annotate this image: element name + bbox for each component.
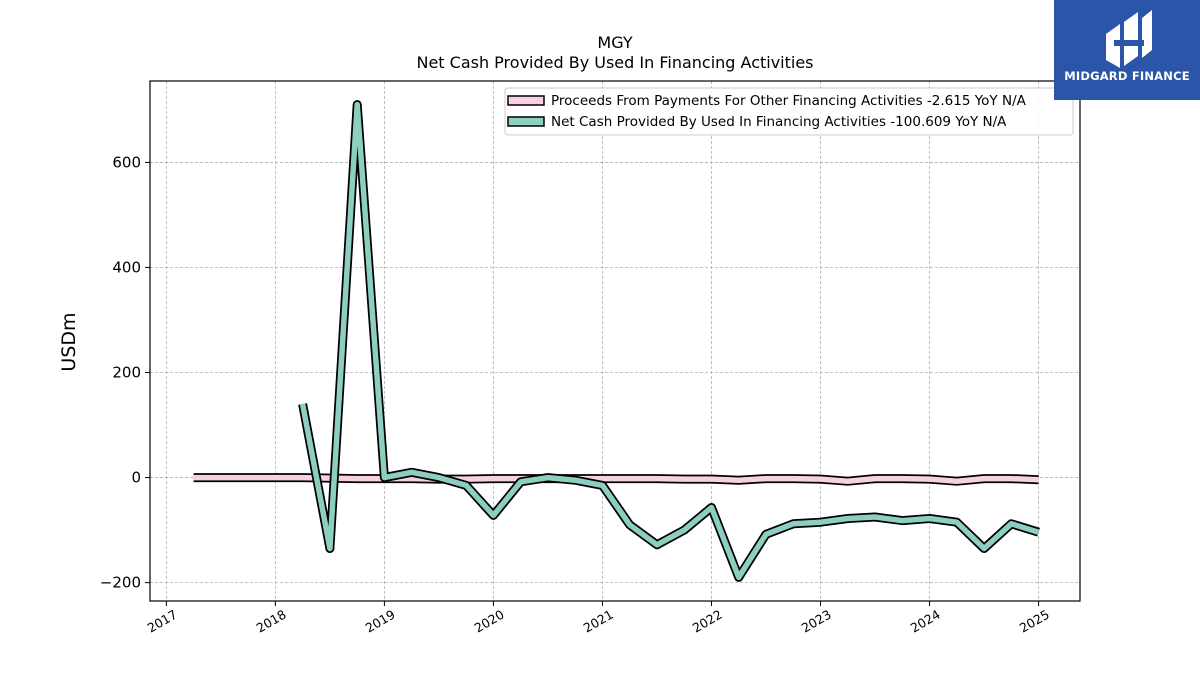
x-tick-label: 2023 [799,607,834,636]
logo-mark-icon [1106,10,1152,68]
x-tick-label: 2020 [472,607,507,636]
plot-frame [149,80,1081,602]
plot-series [193,100,1040,582]
x-tick-label: 2022 [690,607,725,636]
legend-label: Net Cash Provided By Used In Financing A… [551,114,1007,130]
x-tick-label: 2024 [908,607,943,636]
series-1-outline [298,100,1040,582]
brand-logo: MIDGARD FINANCE [1054,0,1200,100]
y-tick-label: 200 [112,364,141,382]
y-tick-label: 0 [131,469,141,487]
brand-name: MIDGARD FINANCE [1064,69,1190,83]
legend-label: Proceeds From Payments For Other Financi… [551,93,1027,109]
legend-box [504,87,1074,136]
chart-subtitle: Net Cash Provided By Used In Financing A… [416,53,813,72]
y-axis-label: USDm [58,312,80,371]
y-tick-label: 600 [112,153,141,171]
legend: Proceeds From Payments For Other Financi… [504,87,1074,136]
x-tick-label: 2021 [581,607,616,636]
y-tick-label: −200 [100,574,141,592]
x-tick-label: 2025 [1017,607,1052,636]
axis-ticks: 2017 2018 2019 2020 2021 2022 2023 2024 2025 −200… [100,153,1052,635]
x-tick-label: 2019 [363,607,398,636]
legend-swatch [507,116,545,127]
legend-swatch [507,95,545,106]
x-tick-label: 2018 [254,607,289,636]
grid [150,81,1080,601]
series-1-line [299,101,1040,581]
y-tick-label: 400 [112,258,141,276]
x-tick-label: 2017 [145,607,180,636]
chart-title: MGY [597,33,632,52]
